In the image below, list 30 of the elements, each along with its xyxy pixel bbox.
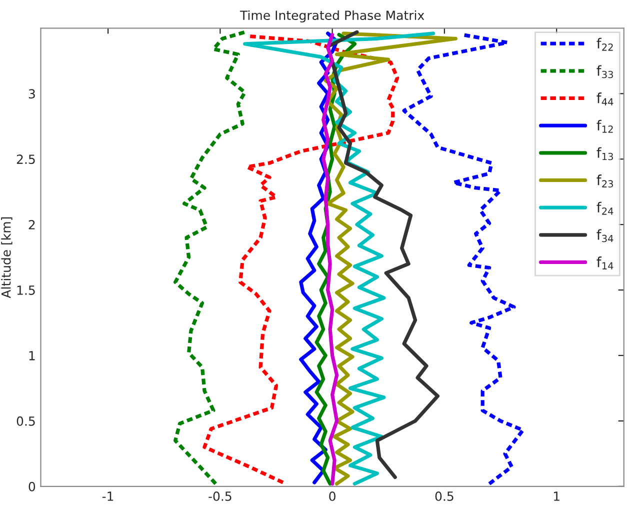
- y-axis-title: Altitude [km]: [1, 217, 12, 298]
- legend-label: f$_{34}$: [596, 229, 614, 242]
- x-tick-label: 0.5: [435, 491, 454, 501]
- line-series: [322, 32, 339, 486]
- legend-label: f$_{14}$: [596, 256, 614, 270]
- legend-label: f$_{24}$: [596, 202, 614, 215]
- legend-label: f$_{23}$: [596, 174, 613, 188]
- y-tick-label: 2: [28, 220, 35, 230]
- chart-title: Time Integrated Phase Matrix: [240, 10, 424, 22]
- legend-label: f$_{22}$: [596, 38, 613, 51]
- x-tick-label: 1: [554, 492, 560, 501]
- y-tick-label: 0.5: [16, 416, 35, 426]
- y-tick-label: 2.5: [16, 154, 35, 164]
- legend-label: f$_{12}$: [596, 120, 613, 133]
- x-tick-label: -0.5: [208, 491, 232, 501]
- y-tick-label: 0: [28, 482, 36, 492]
- line-series: [402, 32, 525, 486]
- line-series: [324, 32, 458, 486]
- y-tick-label: 1: [29, 351, 35, 360]
- legend-label: f$_{44}$: [596, 92, 614, 106]
- line-series: [243, 32, 436, 486]
- line-series: [326, 30, 440, 480]
- legend-label: f$_{33}$: [596, 65, 613, 78]
- y-tick-label: 1.5: [17, 286, 35, 295]
- x-tick-label: 0: [329, 491, 336, 501]
- y-tick-label: 3: [28, 89, 35, 99]
- line-series: [174, 30, 247, 486]
- x-tick-label: -1: [102, 492, 114, 501]
- line-series: [202, 34, 400, 484]
- legend-label: f$_{13}$: [596, 147, 613, 160]
